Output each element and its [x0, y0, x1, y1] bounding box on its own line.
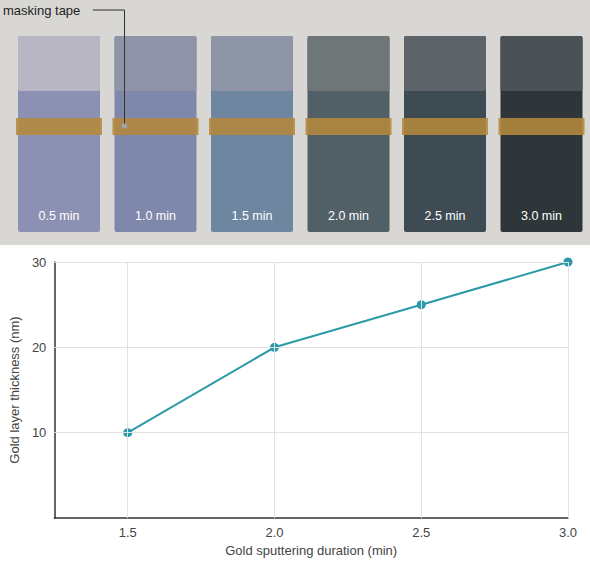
svg-text:2.5 min: 2.5 min	[425, 209, 466, 223]
svg-text:1.0 min: 1.0 min	[135, 209, 176, 223]
svg-text:2.0: 2.0	[265, 525, 283, 540]
svg-text:1.5 min: 1.5 min	[232, 209, 273, 223]
svg-text:2.0 min: 2.0 min	[328, 209, 369, 223]
svg-text:3.0: 3.0	[559, 525, 577, 540]
svg-text:30: 30	[32, 255, 46, 270]
svg-text:0.5 min: 0.5 min	[39, 209, 80, 223]
svg-text:3.0 min: 3.0 min	[521, 209, 562, 223]
svg-text:2.5: 2.5	[412, 525, 430, 540]
svg-text:masking tape: masking tape	[3, 3, 80, 18]
svg-text:1.5: 1.5	[119, 525, 137, 540]
svg-text:10: 10	[32, 425, 46, 440]
svg-text:Gold sputtering duration (min): Gold sputtering duration (min)	[225, 543, 397, 558]
svg-text:Gold layer thickness (nm): Gold layer thickness (nm)	[7, 316, 22, 463]
svg-text:20: 20	[32, 340, 46, 355]
